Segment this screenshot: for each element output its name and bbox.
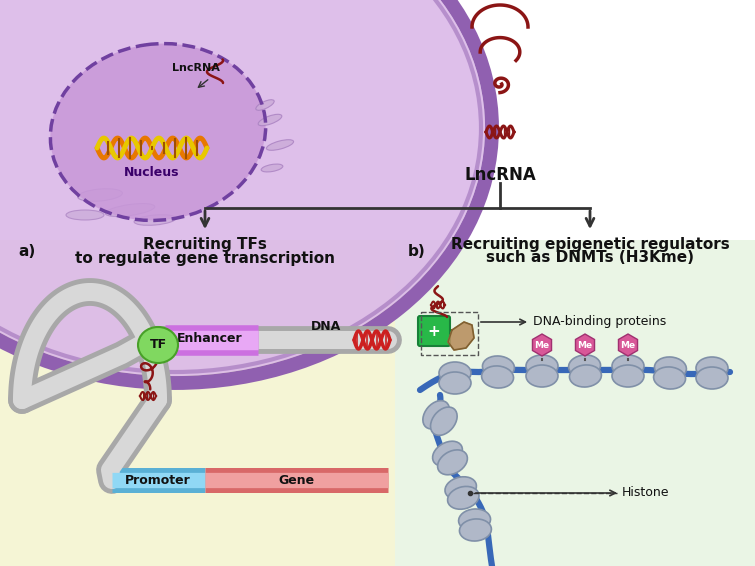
Ellipse shape (460, 519, 492, 541)
Ellipse shape (261, 164, 283, 172)
Text: TF: TF (149, 338, 167, 351)
Text: Me: Me (578, 341, 593, 349)
Ellipse shape (526, 365, 558, 387)
Text: b): b) (408, 245, 426, 259)
Text: Nucleus: Nucleus (125, 165, 180, 178)
Ellipse shape (482, 366, 513, 388)
Ellipse shape (267, 140, 294, 151)
Ellipse shape (256, 100, 274, 110)
Ellipse shape (526, 355, 558, 377)
Ellipse shape (138, 327, 178, 363)
Ellipse shape (696, 367, 728, 389)
Text: a): a) (18, 245, 35, 259)
Polygon shape (448, 322, 474, 350)
Text: Enhancer: Enhancer (177, 332, 243, 345)
Text: such as DNMTs (H3Kme): such as DNMTs (H3Kme) (486, 251, 694, 265)
Ellipse shape (655, 357, 686, 379)
Text: LncRNA: LncRNA (172, 63, 220, 73)
Text: Promoter: Promoter (125, 474, 191, 487)
Bar (0, 240, 395, 566)
Ellipse shape (448, 486, 479, 509)
Ellipse shape (258, 114, 282, 126)
Ellipse shape (438, 450, 467, 475)
Ellipse shape (445, 477, 476, 500)
Text: Gene: Gene (278, 474, 314, 487)
Text: Recruiting epigenetic regulators: Recruiting epigenetic regulators (451, 237, 729, 251)
Ellipse shape (430, 407, 457, 435)
Ellipse shape (134, 215, 176, 225)
Ellipse shape (51, 44, 266, 220)
Text: to regulate gene transcription: to regulate gene transcription (75, 251, 335, 265)
Ellipse shape (66, 210, 104, 220)
Ellipse shape (654, 367, 686, 389)
Ellipse shape (439, 372, 471, 394)
Ellipse shape (439, 362, 471, 384)
Text: DNA: DNA (311, 319, 341, 332)
Text: +: + (427, 324, 440, 338)
Ellipse shape (569, 355, 600, 377)
Bar (395, 240, 755, 566)
Ellipse shape (612, 355, 644, 377)
Ellipse shape (105, 204, 155, 216)
Text: Me: Me (535, 341, 550, 349)
Text: Me: Me (621, 341, 636, 349)
Ellipse shape (423, 401, 449, 429)
Ellipse shape (0, 0, 485, 376)
Ellipse shape (433, 441, 462, 466)
Ellipse shape (569, 365, 602, 387)
Text: LncRNA: LncRNA (464, 166, 536, 184)
FancyBboxPatch shape (418, 316, 450, 346)
Ellipse shape (612, 365, 644, 387)
Text: DNA-binding proteins: DNA-binding proteins (533, 315, 666, 328)
Ellipse shape (78, 188, 122, 201)
Bar (0, 0, 755, 240)
Text: Histone: Histone (622, 487, 670, 500)
Text: Recruiting TFs: Recruiting TFs (143, 237, 267, 251)
Ellipse shape (696, 357, 728, 379)
Ellipse shape (482, 356, 514, 378)
Ellipse shape (458, 509, 491, 531)
